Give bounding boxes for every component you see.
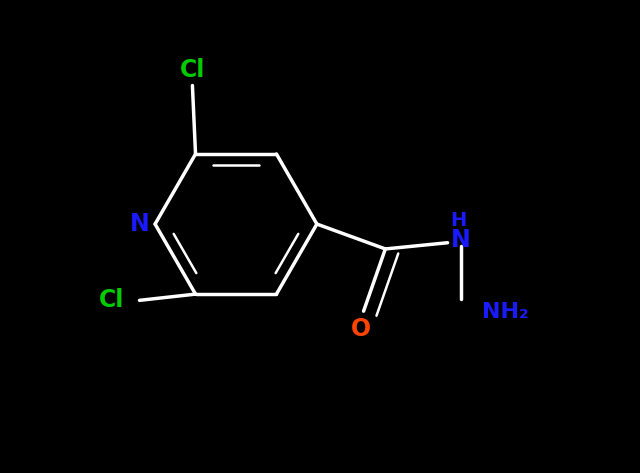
Text: Cl: Cl — [99, 289, 124, 312]
Text: H: H — [451, 211, 467, 230]
Text: N: N — [451, 228, 470, 252]
Text: NH₂: NH₂ — [482, 302, 529, 322]
Text: Cl: Cl — [180, 58, 205, 82]
Text: N: N — [131, 212, 150, 236]
Text: O: O — [350, 317, 371, 342]
